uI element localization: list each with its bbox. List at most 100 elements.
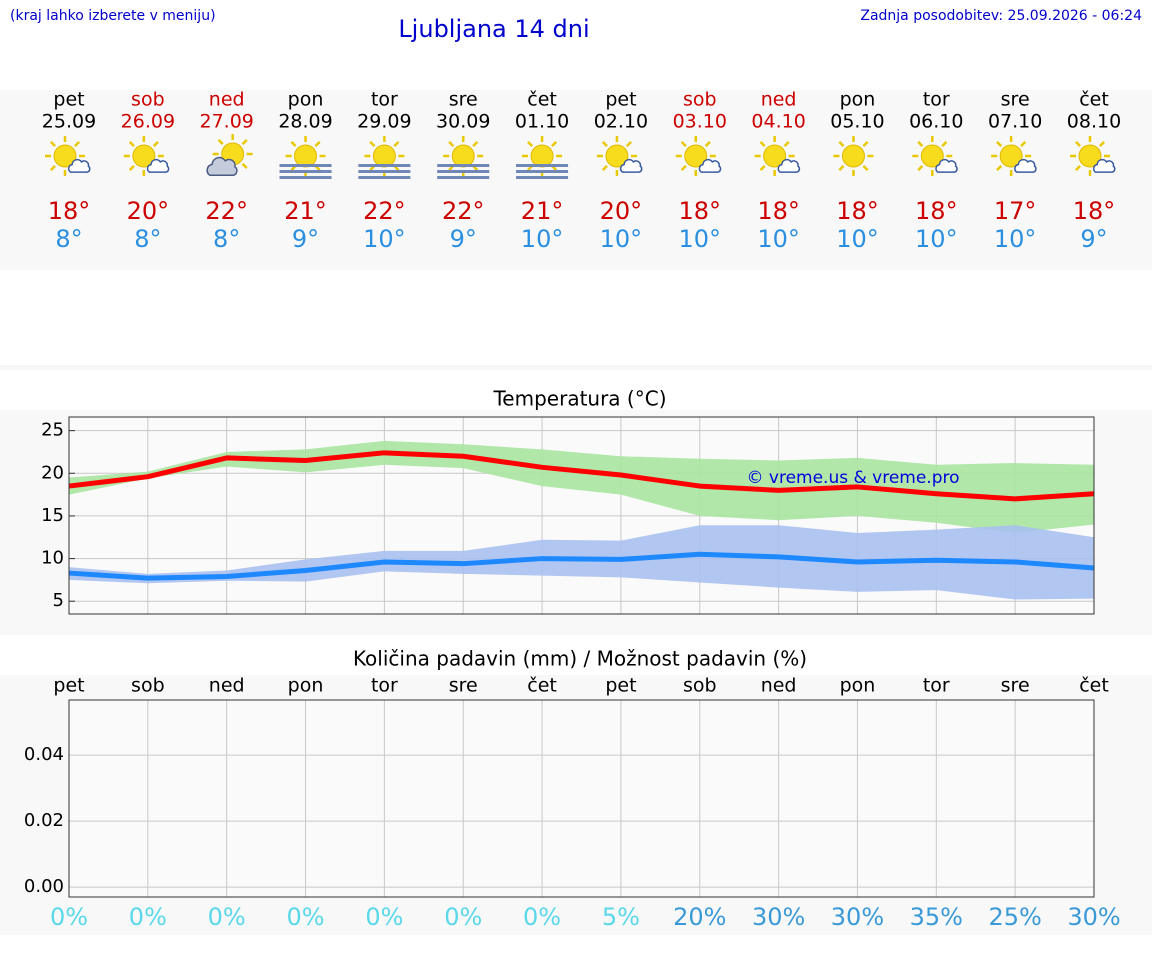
precip-probability: 0% bbox=[50, 903, 88, 931]
weather-icon bbox=[516, 136, 569, 179]
sun bbox=[530, 144, 554, 168]
temp-high: 18° bbox=[757, 197, 800, 225]
sun-ray bbox=[759, 140, 766, 147]
fog-line bbox=[358, 164, 411, 167]
y-tick-label: 10 bbox=[41, 548, 64, 569]
sun-ray bbox=[152, 140, 159, 147]
fog-line bbox=[437, 164, 490, 167]
sun bbox=[1078, 144, 1102, 168]
precip-probability: 25% bbox=[988, 903, 1041, 931]
sun-ray bbox=[1020, 140, 1027, 147]
weather-icon bbox=[833, 136, 874, 176]
y-tick-label: 0.00 bbox=[24, 876, 64, 897]
weather-icon bbox=[754, 136, 801, 176]
sun bbox=[132, 144, 156, 168]
day-date: 01.10 bbox=[515, 111, 569, 133]
temp-high: 18° bbox=[48, 197, 91, 225]
x-tick-label: tor bbox=[371, 675, 398, 697]
weather-icon bbox=[279, 136, 332, 179]
day-name: pet bbox=[605, 89, 636, 111]
precip-probability: 0% bbox=[365, 903, 403, 931]
sun-ray bbox=[1074, 165, 1081, 172]
weather-icon bbox=[123, 136, 170, 176]
sun bbox=[763, 144, 787, 168]
x-tick-label: ned bbox=[209, 675, 245, 697]
day-date: 08.10 bbox=[1067, 111, 1121, 133]
x-tick-label: čet bbox=[1079, 675, 1109, 697]
x-tick-label: čet bbox=[527, 675, 557, 697]
temp-low: 8° bbox=[55, 225, 82, 253]
sun-ray bbox=[49, 140, 56, 147]
weather-icon bbox=[596, 136, 643, 176]
sun bbox=[841, 144, 865, 168]
day-name: tor bbox=[371, 89, 398, 111]
x-tick-label: sob bbox=[131, 675, 165, 697]
weather-icon bbox=[675, 136, 722, 176]
day-name: ned bbox=[209, 89, 245, 111]
temp-low: 10° bbox=[757, 225, 800, 253]
temp-high: 17° bbox=[994, 197, 1037, 225]
sun bbox=[451, 144, 475, 168]
sun bbox=[372, 144, 396, 168]
sun-ray bbox=[369, 140, 376, 147]
day-name: sob bbox=[683, 89, 717, 111]
day-date: 28.09 bbox=[278, 111, 332, 133]
day-name: čet bbox=[527, 89, 557, 111]
sun-ray bbox=[996, 165, 1003, 172]
sun bbox=[920, 144, 944, 168]
chart-title: Količina padavin (mm) / Možnost padavin … bbox=[353, 647, 807, 671]
sun-ray bbox=[74, 140, 81, 147]
fog-line bbox=[279, 164, 332, 167]
day-date: 29.09 bbox=[357, 111, 411, 133]
fog-line bbox=[358, 176, 411, 179]
plot-area bbox=[69, 700, 1094, 897]
fog-line bbox=[437, 176, 490, 179]
temp-low: 8° bbox=[213, 225, 240, 253]
sun-ray bbox=[601, 165, 608, 172]
y-tick-label: 15 bbox=[41, 505, 64, 526]
temp-high: 20° bbox=[600, 197, 643, 225]
sun-ray bbox=[917, 165, 924, 172]
menu-hint: (kraj lahko izberete v meniju) bbox=[10, 8, 216, 24]
fog-line bbox=[358, 170, 411, 173]
temp-high: 22° bbox=[205, 197, 248, 225]
temp-high: 22° bbox=[442, 197, 485, 225]
x-tick-label: sre bbox=[1001, 675, 1030, 697]
fog-line bbox=[516, 176, 569, 179]
sun-ray bbox=[393, 140, 400, 147]
day-date: 03.10 bbox=[673, 111, 727, 133]
precip-probability: 0% bbox=[129, 903, 167, 931]
sun-ray bbox=[448, 140, 455, 147]
sun-ray bbox=[862, 165, 869, 172]
range-band bbox=[69, 525, 1094, 600]
sun-ray bbox=[241, 163, 248, 170]
sun-ray bbox=[838, 140, 845, 147]
sun bbox=[999, 144, 1023, 168]
cloud bbox=[146, 158, 170, 173]
day-date: 26.09 bbox=[121, 111, 175, 133]
day-name: ned bbox=[761, 89, 797, 111]
x-tick-label: pon bbox=[288, 675, 324, 697]
precip-probability: 35% bbox=[910, 903, 963, 931]
temp-low: 10° bbox=[678, 225, 721, 253]
separator bbox=[0, 365, 1152, 370]
day-date: 02.10 bbox=[594, 111, 648, 133]
weather-icon bbox=[1070, 136, 1116, 176]
temp-high: 21° bbox=[284, 197, 327, 225]
sun-ray bbox=[128, 165, 135, 172]
sun-ray bbox=[996, 140, 1003, 147]
day-name: pet bbox=[53, 89, 84, 111]
day-date: 25.09 bbox=[42, 111, 96, 133]
weather-icon bbox=[912, 136, 958, 176]
chart-title: Temperatura (°C) bbox=[492, 387, 666, 411]
x-tick-label: ned bbox=[761, 675, 797, 697]
sun-ray bbox=[241, 138, 248, 145]
temp-high: 18° bbox=[678, 197, 721, 225]
sun-ray bbox=[917, 140, 924, 147]
fog-line bbox=[437, 170, 490, 173]
temp-low: 10° bbox=[836, 225, 879, 253]
cloud bbox=[698, 158, 722, 173]
watermark: © vreme.us & vreme.pro bbox=[746, 468, 959, 488]
day-name: čet bbox=[1079, 89, 1109, 111]
